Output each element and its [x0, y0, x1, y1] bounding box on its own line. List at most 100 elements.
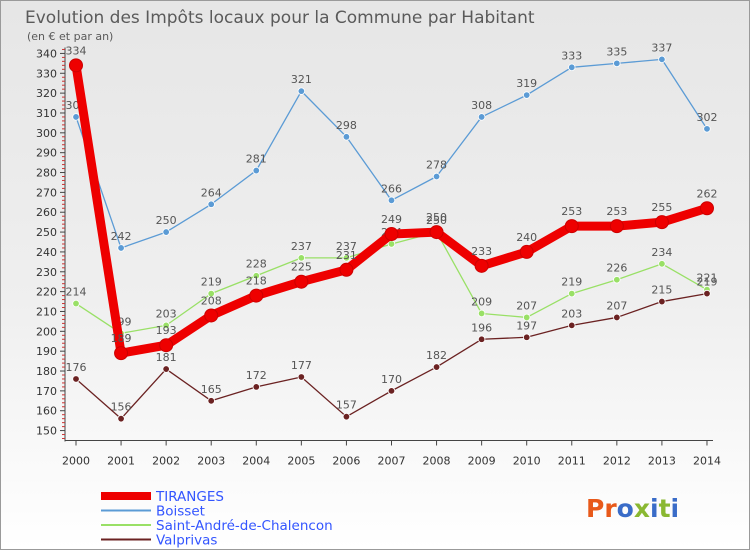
x-tick-label: 2011: [558, 455, 586, 468]
data-point: [568, 289, 576, 298]
x-tick-label: 2001: [107, 455, 135, 468]
data-label: 182: [426, 349, 447, 362]
y-tick-label: 300: [36, 127, 57, 140]
data-point: [207, 200, 215, 208]
data-point: [703, 125, 711, 133]
data-point: [658, 260, 666, 268]
legend-label: Valprivas: [156, 533, 217, 549]
data-point: [613, 276, 621, 284]
data-point: [523, 91, 531, 99]
data-point: [297, 373, 306, 381]
data-point: [207, 289, 215, 298]
data-label: 228: [246, 258, 267, 271]
data-point: [387, 196, 396, 205]
data-label: 214: [66, 286, 87, 299]
data-label: 333: [561, 49, 582, 62]
y-tick-label: 150: [36, 425, 57, 438]
data-point: [429, 225, 444, 240]
data-label: 253: [561, 205, 582, 218]
data-label: 170: [381, 373, 402, 386]
axes: 150 160 170 180 190 200 210 220 230 240 250 260 270 2…: [36, 47, 721, 467]
data-point: [523, 333, 531, 341]
data-label: 302: [696, 111, 717, 124]
data-point: [252, 166, 260, 175]
data-label: 240: [516, 231, 537, 244]
legend-label: Saint-André-de-Chalencon: [156, 518, 333, 534]
data-label: 262: [696, 187, 717, 200]
legend-label: Boisset: [156, 504, 205, 520]
data-label: 250: [156, 214, 177, 227]
data-point: [613, 59, 621, 68]
data-label: 172: [246, 369, 267, 382]
data-label: 157: [336, 399, 357, 412]
data-label: 281: [246, 153, 267, 166]
data-label: 335: [606, 45, 627, 58]
y-tick-label: 200: [36, 325, 57, 338]
data-point: [699, 201, 714, 216]
y-tick-label: 180: [36, 365, 57, 378]
x-tick-label: 2009: [468, 455, 496, 468]
data-label: 308: [471, 99, 492, 112]
data-point: [613, 313, 621, 322]
data-point: [162, 365, 170, 373]
data-label: 234: [651, 246, 672, 259]
data-label: 298: [336, 119, 357, 132]
data-label: 219: [201, 276, 222, 289]
data-label: 203: [561, 307, 582, 320]
data-point: [474, 258, 489, 273]
y-tick-label: 160: [36, 405, 57, 418]
data-point: [564, 219, 579, 234]
x-tick-label: 2010: [513, 455, 541, 468]
data-label: 177: [291, 359, 312, 372]
x-tick-label: 2014: [693, 455, 721, 468]
series-valprivas: 176 156 181 165 172 177 157 170 182 196 197 203 207 2…: [66, 276, 717, 423]
y-tick-label: 230: [36, 266, 57, 279]
data-label: 176: [66, 361, 87, 374]
data-point: [568, 321, 576, 330]
data-point: [432, 363, 441, 371]
data-label: 231: [336, 249, 357, 262]
data-label: 255: [651, 201, 672, 214]
data-point: [204, 308, 219, 323]
data-label: 181: [156, 351, 177, 364]
legend: TIRANGESBoissetSaint-André-de-ChalenconV…: [101, 489, 333, 549]
y-tick-label: 190: [36, 345, 57, 358]
x-tick-label: 2007: [377, 455, 405, 468]
data-point: [342, 133, 351, 141]
data-point: [339, 262, 354, 277]
x-tick-label: 2005: [287, 455, 315, 468]
y-tick-label: 280: [36, 167, 57, 180]
data-label: 253: [606, 205, 627, 218]
data-label: 237: [291, 240, 312, 253]
data-point: [117, 414, 125, 423]
data-label: 219: [561, 276, 582, 289]
data-point: [249, 288, 264, 303]
y-tick-label: 220: [36, 286, 57, 299]
data-point: [477, 113, 486, 121]
legend-label: TIRANGES: [155, 489, 224, 505]
data-label: 203: [156, 307, 177, 320]
y-tick-label: 270: [36, 186, 57, 199]
data-label: 208: [201, 294, 222, 307]
data-label: 278: [426, 158, 447, 171]
data-point: [294, 274, 309, 289]
y-tick-label: 330: [36, 67, 57, 80]
data-point: [252, 383, 260, 391]
brand-text: Proxiti: [586, 494, 679, 523]
data-point: [477, 335, 486, 343]
series-layer: 2141992032192282372372442502092072192262…: [66, 41, 717, 423]
data-point: [654, 215, 669, 230]
x-tick-label: 2004: [242, 455, 270, 468]
data-label: 225: [291, 261, 312, 274]
data-label: 250: [426, 214, 447, 227]
data-point: [72, 375, 80, 383]
data-label: 237: [336, 240, 357, 253]
x-tick-label: 2000: [62, 455, 90, 468]
data-point: [114, 346, 129, 361]
x-tick-label: 2008: [423, 455, 451, 468]
svg-text:Proxiti: Proxiti: [586, 494, 679, 523]
data-label: 250: [426, 211, 447, 224]
data-point: [519, 244, 534, 259]
x-tick-label: 2006: [332, 455, 360, 468]
data-label: 266: [381, 182, 402, 195]
